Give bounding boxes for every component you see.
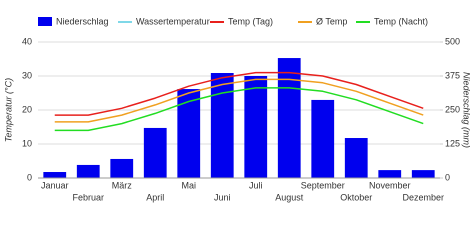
x-tick-label: September	[301, 180, 345, 190]
x-tick-label: Mai	[181, 180, 196, 190]
y2-tick-label: 250	[445, 104, 460, 114]
bar	[378, 170, 402, 178]
y2-tick-label: 375	[445, 70, 460, 80]
bar	[177, 89, 201, 178]
bar	[311, 99, 335, 178]
bar	[43, 172, 67, 178]
x-tick-label: Juni	[214, 192, 231, 202]
y-tick-label: 0	[27, 172, 32, 182]
legend-label: Temp (Nacht)	[374, 16, 428, 26]
bar	[110, 158, 134, 178]
line	[54, 78, 424, 123]
x-tick-label: Dezember	[402, 192, 444, 202]
y-tick-label: 40	[22, 36, 32, 46]
line	[54, 87, 424, 132]
x-tick-label: Februar	[72, 192, 104, 202]
legend-label: Wassertemperatur	[136, 16, 210, 26]
y-tick-label: 30	[22, 70, 32, 80]
legend-swatch	[38, 17, 52, 26]
y2-axis-label: Niederschlag (mm)	[462, 72, 472, 148]
line	[54, 71, 424, 116]
x-tick-label: Juli	[249, 180, 263, 190]
y2-tick-label: 0	[445, 172, 450, 182]
x-tick-label: Oktober	[340, 192, 372, 202]
bar	[143, 127, 167, 178]
x-tick-label: April	[146, 192, 164, 202]
y-axis-label: Temperatur (°C)	[3, 78, 13, 142]
bar	[277, 58, 301, 178]
legend-label: Ø Temp	[316, 16, 347, 26]
y2-tick-label: 125	[445, 138, 460, 148]
y2-tick-label: 500	[445, 36, 460, 46]
y-tick-label: 10	[22, 138, 32, 148]
y-tick-label: 20	[22, 104, 32, 114]
x-tick-label: Januar	[41, 180, 69, 190]
x-tick-label: März	[112, 180, 132, 190]
x-tick-label: August	[275, 192, 304, 202]
x-tick-label: November	[369, 180, 411, 190]
bar	[411, 170, 435, 178]
chart: 0 10 20 30 40 0 125 250 375 500 Temperatur (°C) Nie…	[3, 16, 472, 202]
bar	[244, 76, 268, 178]
legend-label: Temp (Tag)	[228, 16, 273, 26]
bar	[76, 164, 100, 178]
bar	[344, 138, 368, 178]
legend-label: Niederschlag	[56, 16, 109, 26]
bar	[210, 73, 234, 178]
